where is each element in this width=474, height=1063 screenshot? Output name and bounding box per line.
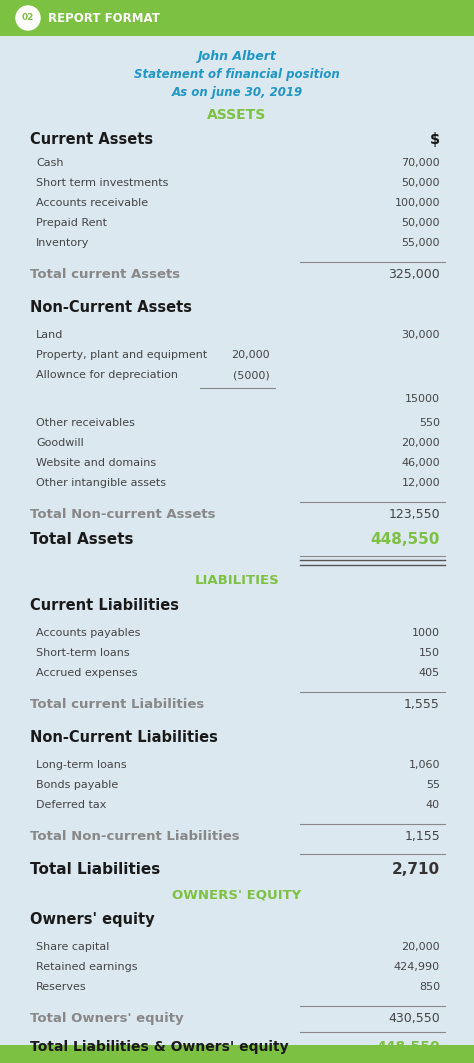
Text: 325,000: 325,000: [388, 268, 440, 281]
Text: 20,000: 20,000: [401, 438, 440, 448]
Text: Non-Current Assets: Non-Current Assets: [30, 300, 192, 315]
Text: 55: 55: [426, 780, 440, 790]
Text: 405: 405: [419, 668, 440, 678]
Text: Total current Assets: Total current Assets: [30, 268, 180, 281]
Text: (5000): (5000): [233, 370, 270, 379]
Text: As on june 30, 2019: As on june 30, 2019: [172, 86, 302, 99]
Text: 70,000: 70,000: [401, 158, 440, 168]
Text: 50,000: 50,000: [401, 218, 440, 227]
Text: Statement of financial position: Statement of financial position: [134, 68, 340, 81]
Text: 46,000: 46,000: [401, 458, 440, 468]
Text: 20,000: 20,000: [231, 350, 270, 360]
Text: Land: Land: [36, 330, 64, 340]
Text: John Albert: John Albert: [198, 50, 276, 63]
Text: Retained earnings: Retained earnings: [36, 962, 137, 972]
Text: 1,555: 1,555: [404, 698, 440, 711]
Text: 30,000: 30,000: [401, 330, 440, 340]
Text: 12,000: 12,000: [401, 478, 440, 488]
Text: 2,710: 2,710: [392, 862, 440, 877]
Text: REPORT FORMAT: REPORT FORMAT: [48, 12, 160, 24]
Text: Total Liabilities: Total Liabilities: [30, 862, 160, 877]
Text: Total Owners' equity: Total Owners' equity: [30, 1012, 183, 1025]
Bar: [0, 1045, 474, 1063]
Text: 123,550: 123,550: [388, 508, 440, 521]
Text: Share capital: Share capital: [36, 942, 109, 952]
Text: 448,550: 448,550: [371, 532, 440, 547]
Text: LIABILITIES: LIABILITIES: [195, 574, 279, 587]
Text: 40: 40: [426, 800, 440, 810]
Text: ASSETS: ASSETS: [207, 108, 266, 122]
Text: Property, plant and equipment: Property, plant and equipment: [36, 350, 207, 360]
Text: Total Non-current Liabilities: Total Non-current Liabilities: [30, 830, 240, 843]
Text: Short-term loans: Short-term loans: [36, 648, 129, 658]
Text: 02: 02: [22, 14, 34, 22]
Text: Short term investments: Short term investments: [36, 178, 168, 188]
Text: Inventory: Inventory: [36, 238, 90, 248]
Circle shape: [16, 6, 40, 30]
Text: Non-Current Liabilities: Non-Current Liabilities: [30, 730, 218, 745]
Text: Website and domains: Website and domains: [36, 458, 156, 468]
Text: 55,000: 55,000: [401, 238, 440, 248]
Text: Owners' equity: Owners' equity: [30, 912, 155, 927]
Text: Total Assets: Total Assets: [30, 532, 134, 547]
Text: Prepaid Rent: Prepaid Rent: [36, 218, 107, 227]
Text: OWNERS' EQUITY: OWNERS' EQUITY: [173, 888, 301, 901]
Text: 150: 150: [419, 648, 440, 658]
Text: 1,060: 1,060: [409, 760, 440, 770]
Text: Accrued expenses: Accrued expenses: [36, 668, 137, 678]
Text: Current Assets: Current Assets: [30, 132, 153, 147]
Text: Total Liabilities & Owners' equity: Total Liabilities & Owners' equity: [30, 1040, 289, 1054]
Text: Other receivables: Other receivables: [36, 418, 135, 428]
Text: 50,000: 50,000: [401, 178, 440, 188]
Text: Current Liabilities: Current Liabilities: [30, 598, 179, 613]
Text: 15000: 15000: [405, 394, 440, 404]
Text: 424,990: 424,990: [394, 962, 440, 972]
Text: 430,550: 430,550: [388, 1012, 440, 1025]
Text: 850: 850: [419, 982, 440, 992]
Text: Bonds payable: Bonds payable: [36, 780, 118, 790]
Text: 448,550: 448,550: [376, 1040, 440, 1054]
Bar: [0, 0, 474, 36]
Text: 550: 550: [419, 418, 440, 428]
Text: Total current Liabilities: Total current Liabilities: [30, 698, 204, 711]
Text: $: $: [430, 132, 440, 147]
Text: Total Non-current Assets: Total Non-current Assets: [30, 508, 216, 521]
Text: Long-term loans: Long-term loans: [36, 760, 127, 770]
Text: Deferred tax: Deferred tax: [36, 800, 106, 810]
Text: 1000: 1000: [412, 628, 440, 638]
Text: Other intangible assets: Other intangible assets: [36, 478, 166, 488]
Text: Accounts payables: Accounts payables: [36, 628, 140, 638]
Text: 100,000: 100,000: [394, 198, 440, 208]
Text: Accounts receivable: Accounts receivable: [36, 198, 148, 208]
Text: 20,000: 20,000: [401, 942, 440, 952]
Text: Goodwill: Goodwill: [36, 438, 84, 448]
Text: Cash: Cash: [36, 158, 64, 168]
Text: 1,155: 1,155: [404, 830, 440, 843]
Text: Reserves: Reserves: [36, 982, 87, 992]
Text: Allownce for depreciation: Allownce for depreciation: [36, 370, 178, 379]
